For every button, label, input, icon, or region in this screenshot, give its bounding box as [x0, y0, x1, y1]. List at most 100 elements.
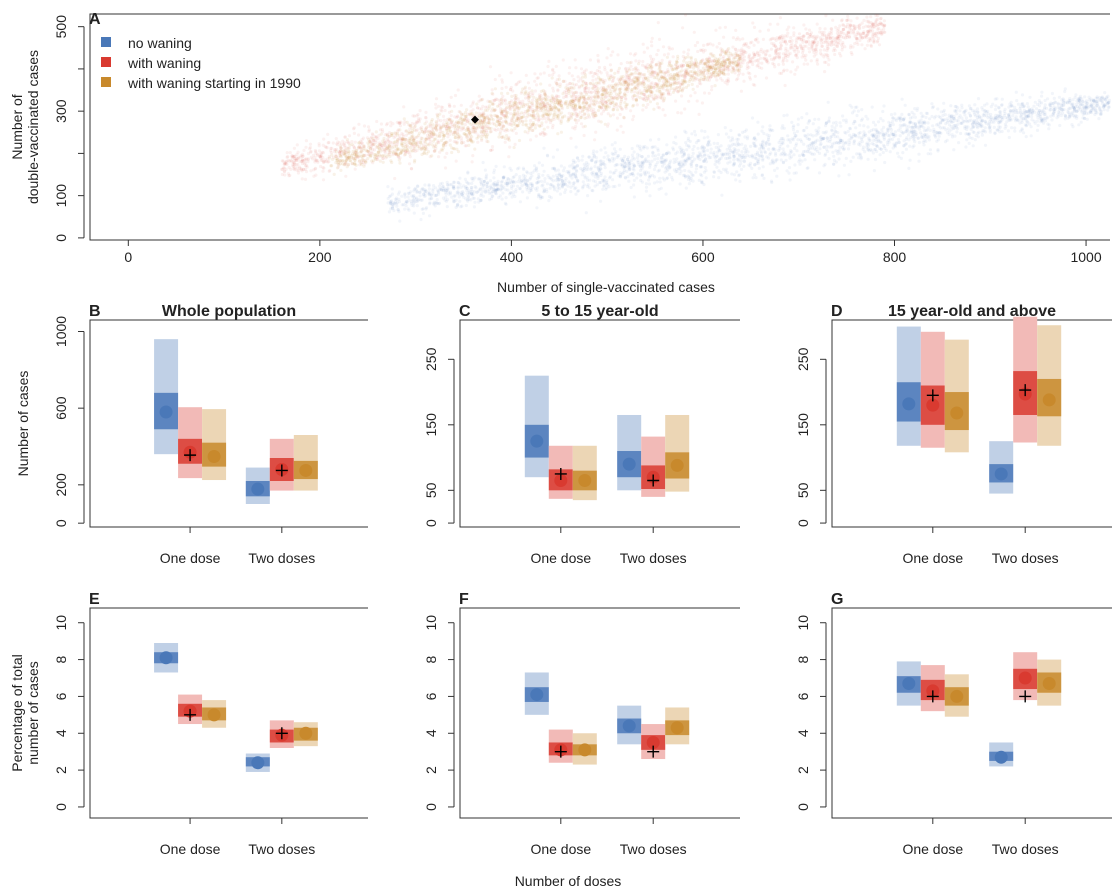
scatter-point [853, 27, 857, 31]
scatter-point [484, 176, 488, 180]
scatter-point [581, 170, 585, 174]
scatter-point [732, 161, 736, 165]
scatter-point [827, 35, 831, 39]
scatter-point [892, 133, 896, 137]
scatter-point [814, 128, 818, 132]
scatter-point [611, 156, 615, 160]
scatter-point [423, 194, 427, 198]
scatter-point [943, 140, 948, 144]
scatter-point [1056, 101, 1060, 105]
scatter-point [656, 157, 660, 161]
scatter-point [614, 163, 619, 167]
scatter-point [739, 162, 743, 166]
scatter-point [648, 175, 652, 179]
scatter-point [1090, 102, 1094, 106]
scatter-point [595, 150, 599, 154]
scatter-point [1026, 105, 1030, 109]
scatter-point [504, 85, 508, 89]
scatter-point [1073, 108, 1077, 112]
scatter-point [689, 164, 694, 168]
scatter-point [712, 170, 717, 174]
scatter-point [684, 13, 688, 17]
scatter-point [875, 40, 879, 44]
scatter-point [386, 196, 390, 201]
scatter-point [771, 148, 775, 152]
scatter-point [487, 188, 491, 192]
scatter-point [427, 187, 431, 191]
scatter-point [713, 162, 717, 166]
scatter-point [939, 120, 943, 125]
scatter-point [922, 129, 927, 133]
scatter-point [795, 129, 800, 134]
scatter-point [878, 146, 882, 150]
scatter-point [878, 140, 882, 144]
scatter-point [691, 151, 695, 155]
scatter-point [717, 161, 721, 165]
scatter-point [551, 126, 555, 130]
scatter-point [551, 86, 555, 90]
scatter-point [702, 182, 706, 187]
scatter-point [614, 168, 618, 172]
scatter-point [539, 196, 543, 201]
scatter-point [853, 133, 857, 137]
scatter-point [576, 75, 580, 79]
scatter-point [963, 110, 967, 114]
scatter-point [706, 143, 710, 147]
scatter-point [586, 167, 590, 171]
scatter-point [758, 29, 762, 33]
scatter-point [704, 169, 708, 173]
scatter-point [865, 43, 870, 47]
scatter-point [1066, 116, 1070, 120]
scatter-point [790, 150, 794, 154]
scatter-point [925, 128, 930, 132]
scatter-point [950, 127, 954, 131]
scatter-point [543, 177, 547, 181]
scatter-point [889, 113, 894, 117]
scatter-point [904, 130, 909, 134]
scatter-point [745, 153, 750, 158]
scatter-point [501, 191, 505, 195]
scatter-point [388, 140, 392, 144]
scatter-point [613, 152, 617, 156]
scatter-point [759, 151, 764, 155]
scatter-point [640, 180, 645, 184]
scatter-point [1087, 104, 1092, 108]
scatter-point [903, 142, 908, 146]
scatter-point [596, 165, 600, 169]
scatter-point [901, 131, 905, 135]
scatter-clouds [280, 13, 1112, 223]
scatter-point [564, 188, 568, 192]
scatter-point [686, 157, 690, 161]
scatter-point [901, 118, 906, 122]
scatter-point [419, 198, 423, 202]
scatter-point [727, 68, 731, 72]
scatter-point [785, 59, 789, 63]
scatter-point [733, 142, 737, 146]
scatter-point [926, 126, 930, 130]
scatter-point [865, 141, 869, 145]
scatter-point [492, 168, 496, 172]
scatter-point [452, 180, 456, 184]
scatter-point [646, 46, 650, 50]
scatter-point [491, 194, 495, 198]
scatter-point [1051, 114, 1055, 118]
scatter-point [403, 193, 407, 197]
scatter-point [593, 175, 597, 179]
scatter-point [786, 138, 790, 142]
scatter-point [493, 127, 497, 131]
scatter-point [878, 131, 882, 135]
scatter-point [739, 89, 744, 93]
scatter-point [882, 104, 886, 108]
scatter-point [650, 159, 654, 163]
scatter-point [444, 195, 448, 199]
scatter-point [784, 46, 788, 50]
scatter-point [955, 130, 959, 134]
scatter-point [460, 192, 464, 196]
scatter-point [938, 131, 942, 135]
scatter-point [352, 131, 356, 135]
scatter-point [648, 165, 652, 169]
scatter-point [1084, 106, 1088, 110]
scatter-point [546, 154, 550, 158]
scatter-point [715, 45, 719, 49]
scatter-point [776, 22, 780, 26]
